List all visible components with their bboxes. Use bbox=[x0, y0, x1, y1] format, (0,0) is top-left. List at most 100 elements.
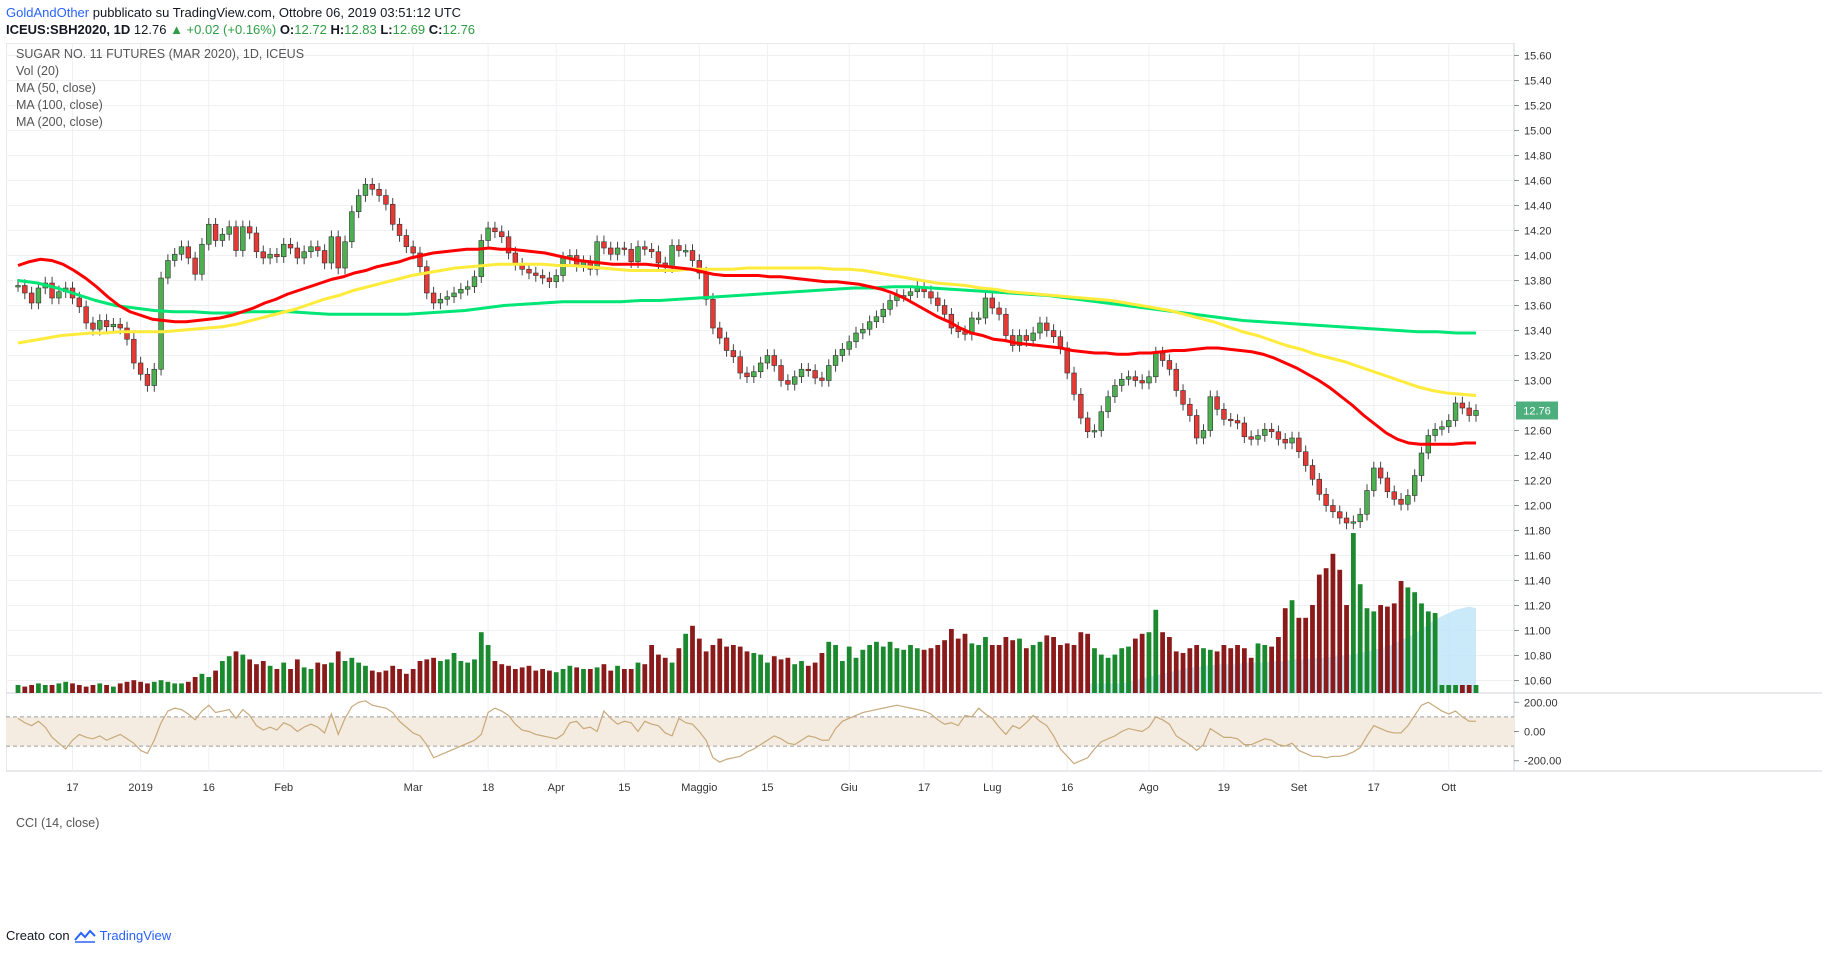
candle bbox=[315, 246, 321, 251]
candle bbox=[512, 252, 519, 265]
candle bbox=[233, 226, 239, 251]
volume-bar bbox=[642, 664, 648, 693]
candle bbox=[390, 203, 396, 225]
volume-bar bbox=[1466, 685, 1472, 693]
volume-bar bbox=[928, 648, 934, 693]
volume-bar bbox=[1071, 645, 1077, 693]
volume-bar bbox=[1051, 637, 1056, 693]
candle bbox=[15, 285, 21, 288]
price-tick-label: 14.00 bbox=[1524, 251, 1552, 263]
candle bbox=[546, 277, 553, 283]
candle bbox=[1357, 513, 1363, 523]
candle bbox=[212, 223, 219, 241]
volume-bar bbox=[771, 656, 777, 693]
price-tick-label: 12.60 bbox=[1524, 426, 1552, 438]
date-tick-label: 17 bbox=[1368, 782, 1380, 794]
candle bbox=[785, 380, 791, 385]
volume-bar bbox=[567, 665, 573, 693]
low-value: 12.69 bbox=[392, 22, 426, 37]
volume-bar bbox=[724, 646, 729, 693]
candle bbox=[1159, 352, 1166, 361]
volume-bar bbox=[63, 681, 69, 693]
candle bbox=[151, 368, 157, 386]
volume-bar bbox=[765, 662, 770, 693]
volume-bar bbox=[1126, 646, 1131, 693]
candle bbox=[1241, 422, 1248, 438]
candle bbox=[1166, 360, 1173, 370]
volume-bar bbox=[1337, 569, 1343, 693]
volume-bar bbox=[628, 669, 634, 693]
candle bbox=[1364, 490, 1370, 515]
candle bbox=[199, 243, 205, 275]
candle bbox=[608, 247, 614, 255]
candle bbox=[1016, 335, 1023, 346]
candle bbox=[832, 355, 839, 366]
candle bbox=[56, 291, 62, 299]
volume-bar bbox=[472, 659, 477, 693]
candle bbox=[478, 240, 484, 278]
volume-bar bbox=[1105, 657, 1111, 693]
candle bbox=[975, 317, 982, 320]
legend-cci[interactable]: CCI (14, close) bbox=[16, 816, 100, 830]
volume-bar bbox=[1023, 648, 1029, 693]
candle bbox=[792, 376, 798, 385]
candle bbox=[178, 246, 185, 255]
candle bbox=[628, 248, 634, 263]
volume-bar bbox=[1098, 654, 1104, 693]
volume-bar bbox=[649, 645, 655, 693]
price-tick-label: 13.60 bbox=[1524, 301, 1552, 313]
volume-bar bbox=[444, 659, 450, 693]
volume-bar bbox=[1276, 637, 1281, 693]
high-value: 12.83 bbox=[344, 22, 377, 37]
author-link[interactable]: GoldAndOther bbox=[6, 5, 90, 20]
date-tick-label: 15 bbox=[618, 782, 630, 794]
legend-ma50[interactable]: MA (50, close) bbox=[16, 81, 96, 95]
candle bbox=[240, 226, 246, 251]
candle bbox=[935, 297, 941, 306]
ma200-line bbox=[17, 279, 1476, 335]
volume-bar bbox=[97, 683, 103, 693]
legend-ma200[interactable]: MA (200, close) bbox=[16, 115, 103, 129]
volume-bar bbox=[935, 645, 941, 693]
candle bbox=[158, 277, 164, 370]
candle bbox=[287, 243, 294, 249]
candle bbox=[1289, 437, 1295, 444]
legend-ma100[interactable]: MA (100, close) bbox=[16, 98, 103, 112]
volume-bar bbox=[76, 685, 82, 693]
candle bbox=[887, 300, 893, 310]
legend-vol[interactable]: Vol (20) bbox=[16, 64, 60, 78]
volume-bar bbox=[1405, 587, 1411, 693]
candle bbox=[185, 246, 192, 259]
volume-bar bbox=[962, 633, 968, 693]
price-tick-label: 13.00 bbox=[1524, 376, 1552, 388]
volume-bar bbox=[683, 633, 689, 693]
candle bbox=[717, 327, 723, 339]
tradingview-brand[interactable]: TradingView bbox=[99, 928, 172, 943]
candle bbox=[839, 348, 846, 356]
volume-bar bbox=[90, 685, 96, 693]
volume-bar bbox=[131, 680, 137, 693]
volume-bar bbox=[996, 645, 1002, 693]
price-tick-label: 11.80 bbox=[1524, 526, 1551, 538]
candle bbox=[873, 316, 880, 323]
volume-bar bbox=[151, 681, 157, 693]
candle bbox=[144, 373, 151, 386]
volume-bar bbox=[1010, 640, 1016, 693]
volume-bar bbox=[874, 641, 879, 693]
candle bbox=[396, 223, 403, 236]
candle bbox=[1466, 407, 1472, 416]
candle bbox=[1432, 428, 1438, 436]
volume-bar bbox=[158, 680, 164, 693]
candle bbox=[124, 327, 130, 340]
last-price-tag bbox=[1516, 401, 1558, 420]
candle bbox=[1446, 420, 1452, 428]
volume-bar bbox=[438, 661, 443, 693]
volume-bar bbox=[1282, 608, 1288, 693]
chart-area[interactable]: 15.60 15.40 15.20 15.00 14.80 14.60 14.40 14.20… bbox=[6, 43, 1822, 911]
volume-bar bbox=[315, 662, 321, 693]
candle bbox=[1173, 368, 1179, 391]
volume-bar bbox=[880, 646, 886, 693]
candle bbox=[403, 235, 410, 248]
candle bbox=[267, 253, 273, 259]
low-label: L: bbox=[380, 22, 393, 37]
